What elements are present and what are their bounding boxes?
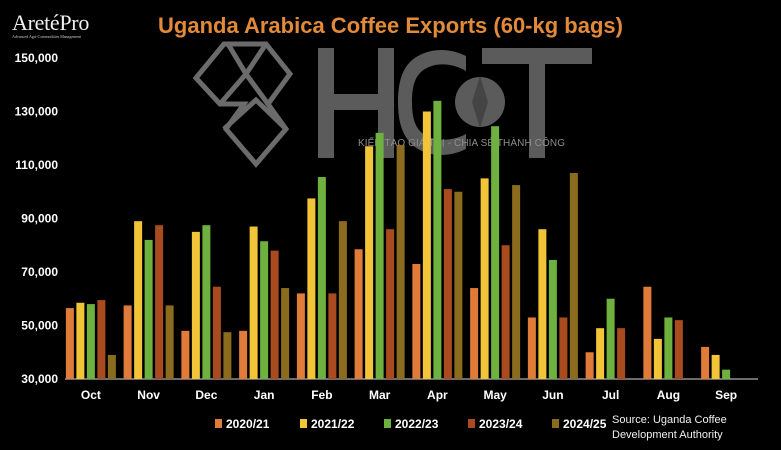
x-tick-label: Jun [542, 388, 563, 402]
bar-2021-22-feb [307, 198, 316, 379]
y-tick-label: 50,000 [21, 319, 58, 333]
y-tick-label: 110,000 [15, 158, 58, 172]
bar-2020-21-dec [181, 330, 190, 379]
bar-2021-22-dec [191, 231, 200, 379]
bar-2022-23-jul [606, 298, 615, 379]
y-tick-label: 90,000 [21, 212, 58, 226]
bar-2021-22-jan [249, 226, 258, 379]
legend-swatch-2024-25 [552, 419, 559, 428]
source-line-1: Source: Uganda Coffee [612, 414, 727, 426]
x-tick-label: Jul [602, 388, 619, 402]
bar-2020-21-nov [123, 305, 132, 379]
legend-label-2021-22: 2021/22 [311, 417, 355, 431]
bar-2021-22-sep [711, 354, 720, 379]
bar-2022-23-dec [202, 225, 211, 379]
bar-2023-24-oct [97, 300, 106, 379]
legend-label-2022-23: 2022/23 [395, 417, 439, 431]
x-tick-label: Apr [427, 388, 448, 402]
x-tick-label: Dec [195, 388, 217, 402]
bar-2024-25-may [512, 185, 521, 379]
bar-2023-24-jan [270, 250, 279, 379]
hct-watermark [192, 41, 592, 168]
bar-2023-24-apr [443, 189, 452, 379]
bar-2020-21-mar [354, 249, 363, 379]
bar-2022-23-aug [664, 317, 673, 379]
bar-2022-23-nov [144, 239, 153, 379]
bar-2024-25-nov [165, 305, 174, 379]
bar-2023-24-may [501, 245, 510, 379]
bar-2020-21-jul [585, 352, 594, 379]
legend-swatch-2023-24 [468, 419, 475, 428]
legend-label-2020-21: 2020/21 [226, 417, 270, 431]
x-tick-label: May [483, 388, 507, 402]
source-line-2: Development Authority [612, 429, 723, 441]
bar-2022-23-jun [548, 259, 557, 379]
bar-2023-24-mar [386, 229, 395, 379]
bar-2021-22-nov [134, 221, 143, 379]
chart-title: Uganda Arabica Coffee Exports (60-kg bag… [158, 13, 623, 38]
legend-swatch-2021-22 [300, 419, 307, 428]
bar-2021-22-aug [653, 338, 662, 379]
bar-2022-23-sep [722, 369, 731, 379]
bar-2021-22-mar [365, 146, 374, 379]
bar-2021-22-may [480, 178, 489, 379]
bar-2022-23-mar [375, 132, 384, 379]
y-tick-label: 70,000 [21, 265, 58, 279]
bar-2020-21-jun [527, 317, 536, 379]
bar-2024-25-oct [107, 354, 116, 379]
bar-2023-24-feb [328, 293, 337, 379]
bar-2020-21-may [470, 288, 479, 379]
x-tick-label: Aug [657, 388, 680, 402]
bar-2023-24-aug [674, 320, 683, 379]
x-tick-label: Feb [311, 388, 332, 402]
bar-2023-24-dec [212, 286, 221, 379]
bar-2023-24-jun [559, 317, 568, 379]
legend-label-2023-24: 2023/24 [479, 417, 523, 431]
legend-label-2024-25: 2024/25 [563, 417, 607, 431]
y-tick-label: 30,000 [21, 372, 58, 386]
bar-2023-24-nov [155, 225, 164, 379]
bar-2020-21-oct [65, 308, 74, 379]
x-tick-label: Nov [137, 388, 160, 402]
aretepro-logo: AretéPro Advanced Agri-Commodities Manag… [12, 12, 122, 44]
bar-2024-25-feb [338, 221, 347, 379]
bar-2022-23-oct [86, 304, 95, 379]
y-tick-label: 130,000 [15, 105, 59, 119]
bar-2022-23-jan [260, 241, 269, 379]
bar-2020-21-aug [643, 286, 652, 379]
watermark-tagline: KIẾN TẠO GIÁ TRỊ - CHIA SẺ THÀNH CÔNG [358, 138, 566, 149]
bar-2020-21-feb [296, 293, 305, 379]
bar-2021-22-jun [538, 229, 547, 379]
logo-sub-text: Advanced Agri-Commodities Management [12, 34, 82, 39]
bar-2021-22-jul [596, 328, 605, 379]
bar-2024-25-mar [396, 144, 405, 379]
source-note: Source: Uganda Coffee Development Author… [612, 413, 762, 443]
x-tick-label: Mar [369, 388, 391, 402]
bar-2023-24-jul [617, 328, 626, 379]
x-tick-label: Jan [254, 388, 275, 402]
x-tick-label: Sep [715, 388, 737, 402]
bar-2024-25-dec [223, 332, 232, 379]
bar-2020-21-apr [412, 263, 421, 379]
bar-2024-25-jan [281, 288, 290, 379]
legend-swatch-2020-21 [215, 419, 222, 428]
x-tick-label: Oct [81, 388, 101, 402]
y-tick-label: 150,000 [15, 51, 59, 65]
bar-2022-23-feb [317, 177, 326, 379]
bar-2024-25-apr [454, 191, 463, 379]
bar-2020-21-sep [701, 346, 710, 379]
bar-2024-25-jun [569, 173, 578, 379]
logo-main-text: AretéPro [12, 10, 90, 35]
legend-swatch-2022-23 [384, 419, 391, 428]
bar-2022-23-apr [433, 100, 442, 380]
bar-2021-22-apr [422, 111, 431, 379]
bar-2020-21-jan [239, 330, 248, 379]
bar-2022-23-may [491, 126, 500, 380]
bar-2021-22-oct [76, 302, 85, 379]
